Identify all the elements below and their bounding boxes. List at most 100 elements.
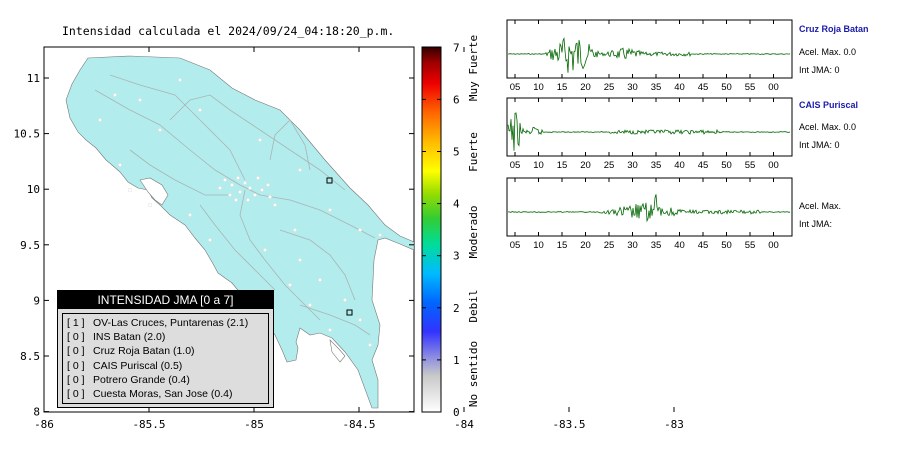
- legend-item: [ 0 ] Cruz Roja Batan (1.0): [67, 345, 195, 358]
- town-dot: [288, 283, 292, 287]
- waveform-tick-label: 15: [557, 240, 568, 251]
- station-jma-2: Int JMA: 0: [799, 140, 840, 150]
- town-dot: [266, 183, 270, 187]
- waveform-tick-label: 05: [510, 240, 521, 251]
- town-dot: [208, 238, 212, 242]
- town-dot: [273, 203, 277, 207]
- map-x-tick-label: -85.5: [132, 418, 165, 431]
- town-dot: [253, 193, 257, 197]
- town-dot: [256, 176, 260, 180]
- legend-title: INTENSIDAD JMA [0 a 7]: [58, 291, 273, 309]
- town-dot: [298, 168, 302, 172]
- legend-list: [ 1 ] OV-Las Cruces, Puntarenas (2.1) [ 0…: [62, 313, 269, 405]
- legend-item: [ 0 ] INS Batan (2.0): [67, 331, 166, 344]
- waveform-tick-label: 05: [510, 160, 521, 171]
- waveform-tick-label: 45: [698, 82, 709, 93]
- waveform-tick-label: 15: [557, 82, 568, 93]
- waveform-tick-label: 00: [768, 82, 779, 93]
- legend-item: [ 0 ] Cuesta Moras, San Jose (0.4): [67, 388, 233, 401]
- town-dot: [263, 248, 267, 252]
- map-x-tick-label: -85: [244, 418, 264, 431]
- town-dot: [268, 195, 272, 199]
- town-dot: [118, 163, 122, 167]
- town-dot: [188, 213, 192, 217]
- map-y-tick-label: 10.5: [14, 128, 41, 141]
- colorbar-tick-label: 1: [453, 354, 460, 367]
- waveform-panel: 05 10 15 20 25 30 35 40 45 50 55 00: [506, 97, 793, 171]
- waveform-tick-label: 50: [721, 160, 732, 171]
- colorbar-tick-label: 4: [453, 198, 460, 211]
- town-dot: [368, 343, 372, 347]
- intensity-legend: INTENSIDAD JMA [0 a 7] [ 1 ] OV-Las Cruce…: [57, 290, 274, 408]
- town-dot: [148, 203, 152, 207]
- town-dot: [236, 176, 240, 180]
- waveform-tick-label: 00: [768, 240, 779, 251]
- waveform-tick-label: 55: [745, 160, 756, 171]
- legend-item: [ 0 ] Potrero Grande (0.4): [67, 373, 190, 386]
- town-dot: [234, 198, 238, 202]
- map-y-tick-label: 9.5: [20, 239, 40, 252]
- station-name-2: CAIS Puriscal: [799, 100, 859, 110]
- town-dot: [358, 318, 362, 322]
- colorbar-tick-label: 0: [453, 406, 460, 419]
- colorbar-class-label: Fuerte: [467, 132, 480, 172]
- station-jma-1: Int JMA: 0: [799, 65, 840, 75]
- town-dot: [218, 186, 222, 190]
- map-y-axis: 11 10.5 10 9.5 9 8.5 8: [14, 72, 414, 419]
- town-dot: [223, 178, 227, 182]
- waveform-tick-label: 35: [651, 82, 662, 93]
- town-dot: [228, 193, 232, 197]
- colorbar-class-label: No sentido: [467, 341, 480, 407]
- waveform-tick-label: 30: [627, 160, 638, 171]
- waveform-trace: [508, 36, 791, 73]
- town-dot: [378, 233, 382, 237]
- town-dot: [293, 228, 297, 232]
- colorbar-class-label: Debil: [467, 289, 480, 322]
- waveform-tick-label: 25: [604, 82, 615, 93]
- colorbar-tick-label: 5: [453, 146, 460, 159]
- station-name-1: Cruz Roja Batan: [799, 24, 869, 34]
- map-x-tick-label: -86: [34, 418, 54, 431]
- town-dot: [243, 181, 247, 185]
- map-y-tick-label: 9: [33, 294, 40, 307]
- town-markers: [98, 78, 382, 347]
- town-dot: [318, 278, 322, 282]
- waveform-tick-label: 20: [580, 160, 591, 171]
- station-accel-2: Acel. Max. 0.0: [799, 122, 857, 132]
- colorbar-tick-label: 7: [453, 41, 460, 54]
- waveform-trace: [507, 112, 790, 151]
- waveform-tick-label: 10: [533, 240, 544, 251]
- waveform-frame: [506, 177, 793, 237]
- waveform-tick-label: 55: [745, 240, 756, 251]
- waveform-tick-label: 10: [533, 160, 544, 171]
- town-dot: [358, 228, 362, 232]
- map-x-tick-label: -84: [454, 418, 474, 431]
- waveform-frame: [506, 97, 793, 157]
- town-dot: [246, 198, 250, 202]
- legend-item: [ 1 ] OV-Las Cruces, Puntarenas (2.1): [67, 317, 249, 329]
- town-dot: [298, 258, 302, 262]
- town-dot: [328, 208, 332, 212]
- town-dot: [308, 303, 312, 307]
- station-accel-3: Acel. Max.: [799, 201, 842, 211]
- colorbar-tick-label: 3: [453, 250, 460, 263]
- town-dot: [113, 93, 117, 97]
- waveform-trace: [507, 194, 791, 223]
- waveform-tick-label: 25: [604, 160, 615, 171]
- colorbar-tick-label: 6: [453, 93, 460, 106]
- waveform-tick-label: 35: [651, 240, 662, 251]
- colorbar-axis: 0 1 2 3 4 5 6 7: [422, 41, 460, 419]
- waveform-tick-label: 45: [698, 240, 709, 251]
- waveform-tick-label: 40: [674, 160, 685, 171]
- waveform-panel: 05 10 15 20 25 30 35 40 45 50 55 00: [506, 177, 793, 251]
- town-dot: [138, 98, 142, 102]
- legend-item: [ 0 ] CAIS Puriscal (0.5): [67, 359, 183, 372]
- waveform-tick-label: 50: [721, 82, 732, 93]
- town-dot: [343, 298, 347, 302]
- colorbar: [421, 46, 442, 413]
- station-accel-1: Acel. Max. 0.0: [799, 47, 857, 57]
- colorbar-tick-label: 2: [453, 302, 460, 315]
- town-dot: [238, 190, 242, 194]
- waveform-tick-label: 45: [698, 160, 709, 171]
